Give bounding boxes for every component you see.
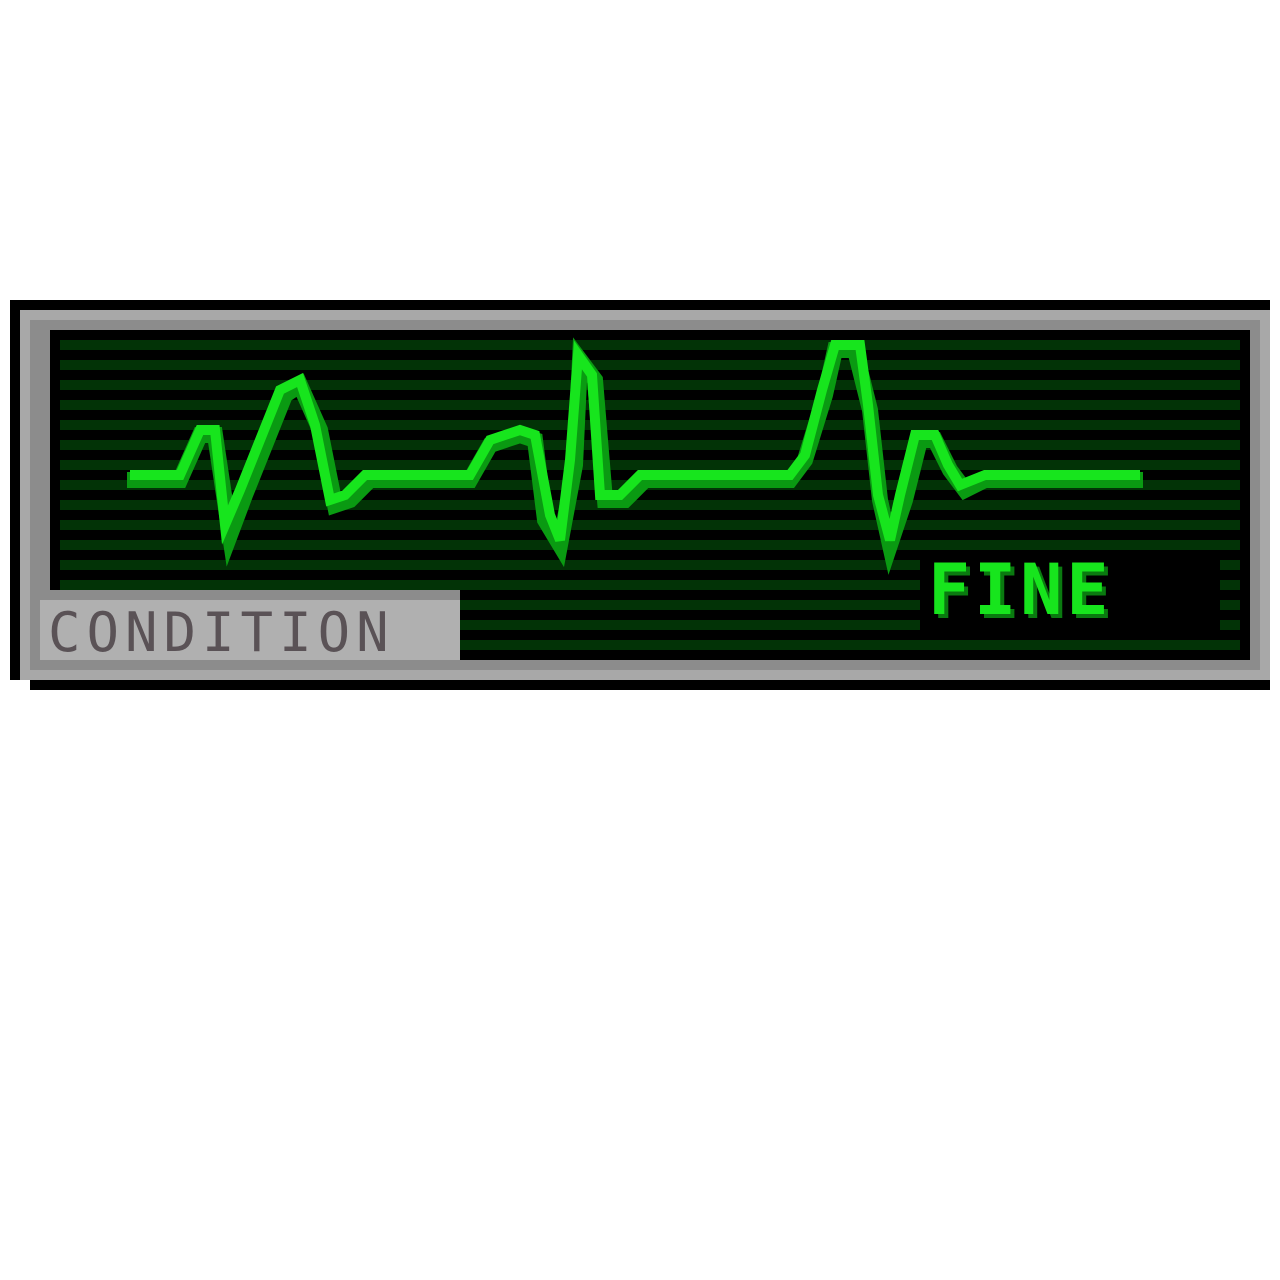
condition-label: CONDITION bbox=[48, 601, 395, 664]
heartbeat-trace-shadow bbox=[127, 337, 1143, 575]
condition-label-tab: CONDITION bbox=[40, 590, 460, 660]
condition-status: FINE bbox=[928, 549, 1113, 631]
heartbeat-trace bbox=[130, 340, 1140, 545]
status-box: FINE bbox=[920, 555, 1220, 630]
